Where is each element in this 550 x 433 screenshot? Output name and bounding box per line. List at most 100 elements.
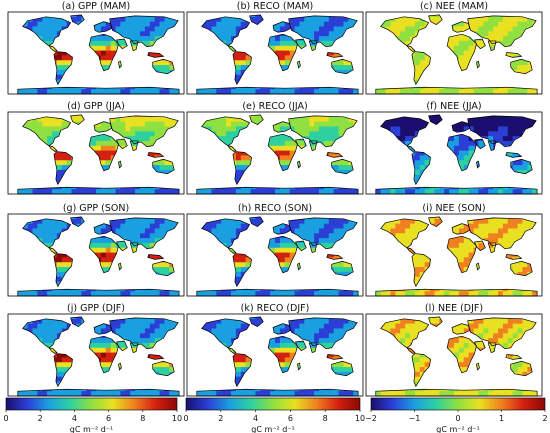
coastline [289,116,357,147]
coastline [327,153,343,158]
coastline [202,319,250,348]
coastline [268,336,297,373]
coastline [506,355,522,360]
coastline [49,146,57,152]
colorbar: 0 2 4 6 8 10 gC m⁻² d⁻¹ [183,397,365,433]
coastline [23,219,71,248]
coastline [475,241,486,251]
coastline [273,22,291,33]
coastline [475,39,486,49]
coastline [468,116,536,147]
coastline [297,61,300,68]
coastline [273,224,291,235]
coastline [506,255,522,260]
colorbar-tick-label: 6 [106,414,111,423]
panel-frame [365,111,543,195]
coastline [54,52,73,85]
colorbar-gradient [5,397,178,411]
coastline [289,318,357,349]
colorbar-tick-label: 10 [355,414,365,423]
coastline [381,17,429,46]
coastline [309,243,317,253]
coastline [476,263,479,270]
coastline [407,248,415,254]
map-panel: (l) NEE (DJF) [365,303,543,397]
coastline [511,361,533,375]
coastline [233,254,252,287]
coastline [130,141,138,151]
map-panel: (k) RECO (DJF) [186,303,364,397]
coastline [250,15,264,25]
colorbar-tick-label: 0 [3,414,8,423]
colorbar-tick-label: 2 [218,414,223,423]
coastline [447,336,476,373]
coastline [296,139,307,149]
map-panel: (d) GPP (JJA) [7,101,185,195]
coastline [118,61,121,68]
coastline [407,348,415,354]
colorbar-tick-label: 4 [253,414,258,423]
coastline [202,117,250,146]
coastline [332,159,354,173]
coastline [23,319,71,348]
coastline [49,348,57,354]
coastline [250,217,264,227]
coastline [332,59,354,73]
coastline [49,248,57,254]
colorbar-tick-label: 4 [72,414,77,423]
coastline [429,115,443,125]
coastline [118,363,121,370]
coastline [228,348,236,354]
coastline [117,139,128,149]
panel-title: (f) NEE (JJA) [426,101,481,112]
coastline [332,361,354,375]
colorbar: 0 2 4 6 8 10 gC m⁻² d⁻¹ [3,397,182,433]
panel-frame [7,11,185,95]
panel-frame [365,213,543,297]
coastline [468,318,536,349]
coastline [54,254,73,287]
coastline [506,53,522,58]
map-panel: (j) GPP (DJF) [7,303,185,397]
coastline [289,16,357,47]
coastline [475,139,486,149]
coastline [118,263,121,270]
panel-title: (k) RECO (DJF) [241,303,310,314]
coastline [202,17,250,46]
coastline [511,159,533,173]
coastline [49,46,57,52]
coastline [452,22,470,33]
map-panel: (h) RECO (SON) [186,203,364,297]
map-panel: (e) RECO (JJA) [186,101,364,195]
coastline [412,52,431,85]
colorbar-tick-label: 8 [323,414,328,423]
coastline [148,355,164,360]
coastline [273,122,291,133]
coastline [381,117,429,146]
coastline [54,152,73,185]
panel-title: (a) GPP (MAM) [62,1,130,12]
coastline [511,59,533,73]
coastline [297,263,300,270]
coastline [89,236,118,273]
coastline [289,218,357,249]
coastline [476,161,479,168]
colorbar-tick-label: 1 [499,414,504,423]
map-panel: (a) GPP (MAM) [7,1,185,95]
panel-frame [365,313,543,397]
coastline [412,152,431,185]
coastline [110,318,178,349]
panel-title: (d) GPP (JJA) [67,101,125,112]
panel-frame [365,11,543,95]
coastline [296,341,307,351]
coastline [476,61,479,68]
coastline [476,363,479,370]
panel-title: (c) NEE (MAM) [420,1,488,12]
coastline [268,236,297,273]
coastline [89,336,118,373]
coastline [468,218,536,249]
coastline [117,39,128,49]
panel-frame [186,213,364,297]
coastline [381,319,429,348]
panel-frame [186,313,364,397]
